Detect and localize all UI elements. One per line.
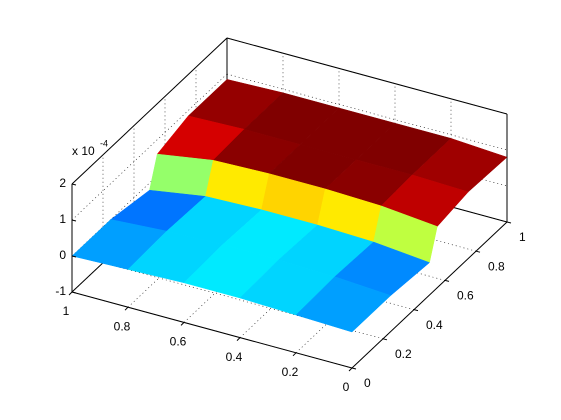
x-tick-label: 0.8 [114, 319, 131, 333]
z-exponent-base: x 10 [72, 144, 95, 158]
y-tick-label: 1 [519, 230, 526, 244]
z-tick [71, 291, 77, 294]
x-tick-label: 0.6 [170, 335, 187, 349]
x-tick-label: 1 [63, 304, 70, 318]
grid-line [226, 37, 508, 115]
grid-line [226, 145, 508, 223]
x-tick-label: 0.4 [226, 350, 243, 364]
x-tick [236, 337, 241, 341]
x-tick [292, 352, 297, 357]
y-tick [475, 250, 481, 253]
y-axis [351, 221, 508, 369]
z-tick-label: -1 [55, 284, 66, 298]
y-tick [506, 221, 512, 224]
grid-line [226, 73, 508, 151]
z-tick-label: 2 [59, 176, 66, 190]
y-tick-label: 0.4 [426, 318, 443, 332]
axis-box-edge [71, 37, 228, 185]
z-tick-label: 1 [59, 212, 66, 226]
surface-patch [149, 153, 214, 197]
y-tick [351, 367, 357, 370]
y-tick [444, 279, 450, 282]
z-tick [71, 255, 77, 258]
x-tick-label: 0.2 [282, 365, 299, 379]
y-tick [382, 338, 388, 341]
y-tick-label: 0 [364, 376, 371, 390]
y-tick [413, 309, 419, 312]
y-tick-label: 0.6 [457, 289, 474, 303]
z-exponent-power: -4 [100, 138, 108, 148]
y-tick-label: 0.8 [488, 259, 505, 273]
y-tick-label: 0.2 [395, 347, 412, 361]
x-tick-label: 0 [343, 380, 350, 394]
x-tick [68, 291, 73, 296]
z-tick-label: 0 [59, 248, 66, 262]
surface-patch [295, 276, 392, 333]
x-tick [124, 306, 129, 311]
x-tick [180, 322, 185, 326]
grid-line [71, 291, 353, 369]
z-tick [71, 219, 77, 222]
x-tick [348, 367, 353, 372]
z-tick [71, 183, 77, 186]
